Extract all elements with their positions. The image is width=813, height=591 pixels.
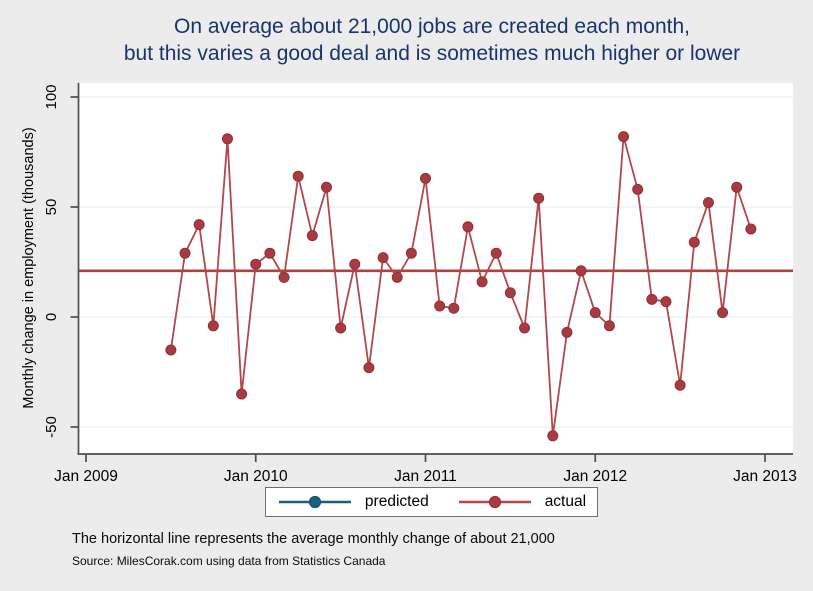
actual-data-point [533, 192, 545, 204]
actual-data-point [335, 322, 347, 334]
gridlines [78, 96, 793, 428]
y-tick-label: 100 [43, 84, 60, 109]
actual-data-point [575, 265, 587, 277]
chart-title-line2: but this varies a good deal and is somet… [123, 42, 741, 65]
actual-data-point [349, 258, 361, 270]
chart-title-line1: On average about 21,000 jobs are created… [173, 15, 691, 38]
actual-data-point [702, 197, 714, 209]
series-layer [78, 131, 793, 442]
legend-box: predicted actual [265, 487, 598, 517]
actual-data-point [292, 170, 304, 182]
x-tick-label: Jan 2013 [733, 468, 797, 485]
chart-title: On average about 21,000 jobs are created… [56, 13, 808, 67]
actual-data-point [221, 133, 233, 145]
axes [77, 83, 793, 455]
actual-data-point [278, 271, 290, 283]
actual-data-point [377, 252, 389, 264]
predicted-line-sample [278, 495, 351, 509]
actual-data-point [264, 247, 276, 259]
actual-data-point [448, 302, 460, 314]
actual-line-sample [458, 495, 531, 509]
actual-data-point [717, 307, 729, 319]
y-tick-label: -50 [43, 416, 60, 438]
actual-data-point [561, 326, 573, 338]
actual-data-point [179, 247, 191, 259]
actual-data-point [405, 247, 417, 259]
x-tick-label: Jan 2010 [224, 468, 288, 485]
chart-caption: The horizontal line represents the avera… [72, 531, 555, 547]
actual-data-point [504, 287, 516, 299]
actual-data-point [420, 172, 432, 184]
y-axis-title: Monthly change in employment (thousands) [21, 127, 37, 408]
actual-data-point [603, 320, 615, 332]
actual-data-point [646, 293, 658, 305]
actual-data-point [306, 230, 318, 242]
actual-data-point [250, 258, 262, 270]
actual-data-point [731, 181, 743, 193]
legend-label-actual: actual [544, 493, 587, 510]
actual-data-point [547, 430, 559, 442]
y-tick-label: 0 [43, 313, 60, 321]
actual-data-point [660, 296, 672, 308]
tick-marks-and-labels: 100 50 0 -50 Jan 2009 Jan 2010 Jan 2011 Jan 201… [43, 84, 797, 485]
actual-data-point [165, 344, 177, 356]
x-tick-label: Jan 2009 [54, 468, 118, 485]
actual-data-point [618, 131, 630, 143]
x-tick-label: Jan 2011 [394, 468, 457, 485]
actual-data-point [519, 322, 531, 334]
actual-data-point [236, 388, 248, 400]
actual-data-point [391, 271, 403, 283]
actual-data-point [462, 221, 474, 233]
actual-data-point [193, 219, 205, 231]
actual-data-point [476, 276, 488, 288]
x-tick-label: Jan 2012 [563, 468, 627, 485]
y-tick-label: 50 [43, 199, 60, 216]
actual-data-point [674, 379, 686, 391]
actual-data-point [745, 223, 757, 235]
actual-data-point [207, 320, 219, 332]
actual-data-point [688, 236, 700, 248]
actual-data-point [490, 247, 502, 259]
actual-marker-icon [488, 495, 501, 509]
source-note: Source: MilesCorak.com using data from S… [72, 554, 386, 568]
actual-data-point [320, 181, 332, 193]
actual-data-point [434, 300, 446, 312]
actual-data-point [632, 183, 644, 195]
predicted-marker-icon [308, 495, 322, 509]
actual-data-point [363, 362, 375, 374]
legend-label-predicted: predicted [364, 493, 429, 510]
actual-data-point [589, 307, 601, 319]
